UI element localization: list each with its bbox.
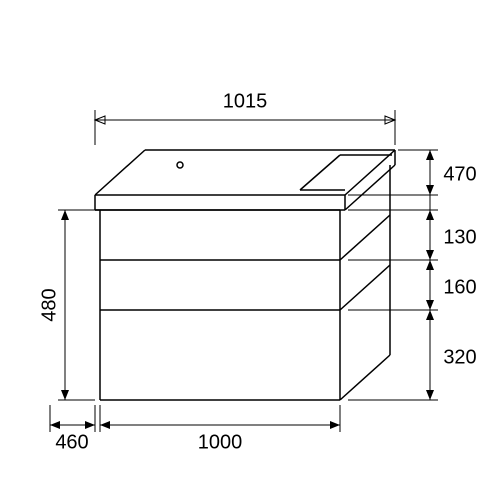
dim-right-h3: 320 xyxy=(348,310,477,400)
dim-right-h1-label: 130 xyxy=(443,226,476,248)
technical-drawing: 1015 1000 460 480 xyxy=(0,0,500,500)
dim-bottom-width-label: 1000 xyxy=(198,431,243,453)
dim-right-h1: 130 xyxy=(348,195,477,260)
dim-left-height: 480 xyxy=(38,210,95,400)
dim-left-height-label: 480 xyxy=(38,288,60,321)
dim-right-h3-label: 320 xyxy=(443,346,476,368)
dim-bottom-depth-label: 460 xyxy=(55,431,88,453)
dim-top-width-label: 1015 xyxy=(223,90,268,112)
dim-right-depth: 470 xyxy=(348,150,477,195)
dim-right-depth-label: 470 xyxy=(443,163,476,185)
dim-top-width: 1015 xyxy=(95,90,395,145)
dim-bottom-depth: 460 xyxy=(50,405,95,453)
dimensions: 1015 1000 460 480 xyxy=(38,90,476,453)
cabinet-body xyxy=(95,150,395,400)
dim-bottom-width: 1000 xyxy=(100,405,340,453)
dim-right-h2-label: 160 xyxy=(443,276,476,298)
